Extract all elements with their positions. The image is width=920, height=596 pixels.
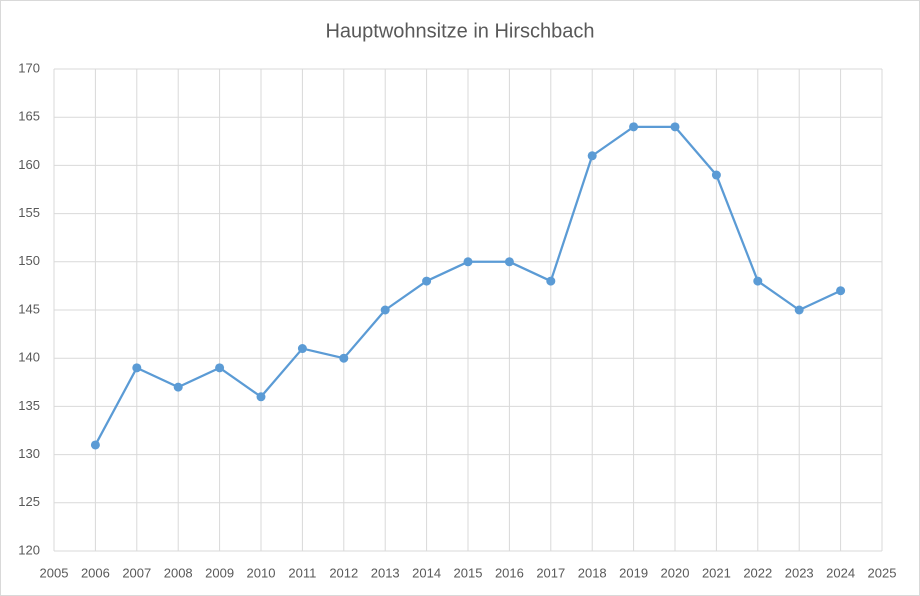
- x-tick-label: 2012: [329, 565, 358, 580]
- x-tick-label: 2016: [495, 565, 524, 580]
- x-tick-label: 2008: [164, 565, 193, 580]
- y-tick-label: 170: [18, 60, 40, 75]
- x-tick-label: 2009: [205, 565, 234, 580]
- marker: [546, 276, 556, 286]
- marker: [629, 122, 639, 132]
- y-tick-label: 125: [18, 494, 40, 509]
- marker: [339, 353, 349, 363]
- marker: [90, 440, 100, 450]
- y-tick-label: 155: [18, 205, 40, 220]
- x-tick-label: 2021: [702, 565, 731, 580]
- x-tick-label: 2006: [81, 565, 110, 580]
- x-tick-label: 2020: [661, 565, 690, 580]
- y-tick-label: 135: [18, 398, 40, 413]
- x-tick-label: 2014: [412, 565, 441, 580]
- marker: [794, 305, 804, 315]
- x-tick-label: 2013: [371, 565, 400, 580]
- x-tick-label: 2015: [454, 565, 483, 580]
- marker: [215, 363, 225, 373]
- x-tick-label: 2007: [122, 565, 151, 580]
- marker: [132, 363, 142, 373]
- marker: [670, 122, 680, 132]
- x-tick-label: 2017: [536, 565, 565, 580]
- marker: [380, 305, 390, 315]
- marker: [504, 257, 514, 267]
- y-tick-label: 165: [18, 109, 40, 124]
- x-tick-label: 2023: [785, 565, 814, 580]
- x-tick-label: 2022: [743, 565, 772, 580]
- x-tick-label: 2024: [826, 565, 855, 580]
- marker: [463, 257, 473, 267]
- y-tick-label: 145: [18, 301, 40, 316]
- x-tick-label: 2005: [40, 565, 69, 580]
- x-tick-label: 2025: [868, 565, 897, 580]
- chart-title: Hauptwohnsitze in Hirschbach: [325, 20, 594, 42]
- marker: [173, 382, 183, 392]
- y-tick-label: 160: [18, 157, 40, 172]
- marker: [753, 276, 763, 286]
- y-tick-label: 150: [18, 253, 40, 268]
- marker: [587, 151, 597, 161]
- marker: [422, 276, 432, 286]
- y-tick-label: 120: [18, 542, 40, 557]
- marker: [256, 392, 266, 402]
- y-tick-label: 130: [18, 446, 40, 461]
- marker: [711, 170, 721, 180]
- x-tick-label: 2011: [288, 565, 316, 580]
- x-tick-label: 2018: [578, 565, 607, 580]
- marker: [836, 286, 846, 296]
- y-tick-label: 140: [18, 350, 40, 365]
- x-tick-label: 2010: [247, 565, 276, 580]
- x-tick-label: 2019: [619, 565, 648, 580]
- marker: [297, 344, 307, 354]
